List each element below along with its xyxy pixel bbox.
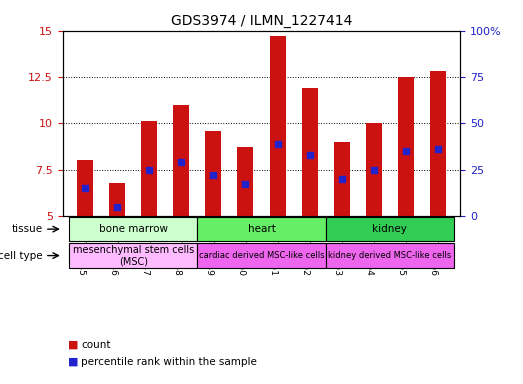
Bar	[173, 105, 189, 216]
Bar	[141, 121, 157, 216]
Bar	[397, 77, 414, 216]
Bar	[269, 36, 286, 216]
Point	[177, 159, 186, 165]
Text: cardiac derived MSC-like cells: cardiac derived MSC-like cells	[199, 251, 324, 260]
Bar	[334, 142, 350, 216]
FancyBboxPatch shape	[197, 217, 326, 241]
Text: bone marrow: bone marrow	[99, 224, 168, 234]
Bar	[109, 182, 126, 216]
FancyBboxPatch shape	[197, 243, 326, 268]
Text: cell type: cell type	[0, 251, 43, 261]
Text: ■: ■	[68, 357, 78, 367]
Title: GDS3974 / ILMN_1227414: GDS3974 / ILMN_1227414	[171, 14, 352, 28]
FancyBboxPatch shape	[69, 243, 197, 268]
Point	[402, 148, 410, 154]
Text: heart: heart	[247, 224, 276, 234]
Point	[81, 185, 89, 191]
Point	[241, 181, 249, 187]
Bar	[302, 88, 317, 216]
Text: tissue: tissue	[12, 224, 43, 234]
Point	[209, 172, 218, 178]
FancyBboxPatch shape	[69, 217, 197, 241]
FancyBboxPatch shape	[326, 217, 454, 241]
Point	[305, 152, 314, 158]
Point	[274, 141, 282, 147]
Text: mesenchymal stem cells
(MSC): mesenchymal stem cells (MSC)	[73, 245, 194, 266]
Point	[145, 167, 153, 173]
Text: ■: ■	[68, 339, 78, 349]
FancyBboxPatch shape	[326, 243, 454, 268]
Bar	[430, 71, 446, 216]
Bar	[77, 161, 93, 216]
Bar	[366, 123, 382, 216]
Text: kidney: kidney	[372, 224, 407, 234]
Point	[113, 204, 121, 210]
Text: kidney derived MSC-like cells: kidney derived MSC-like cells	[328, 251, 451, 260]
Text: percentile rank within the sample: percentile rank within the sample	[81, 357, 257, 367]
Bar	[206, 131, 221, 216]
Point	[337, 176, 346, 182]
Point	[370, 167, 378, 173]
Bar	[237, 147, 254, 216]
Text: count: count	[81, 339, 110, 349]
Point	[434, 146, 442, 152]
